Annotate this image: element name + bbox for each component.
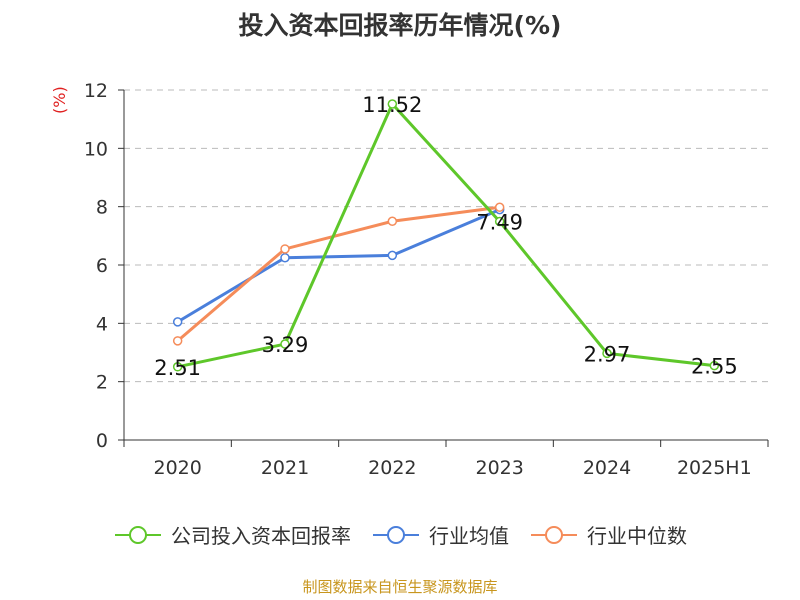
- series-line-industry-median: [176, 205, 500, 342]
- legend-item-industry-median[interactable]: 行业中位数: [529, 520, 687, 549]
- data-point-industry-avg: [172, 317, 183, 327]
- data-point-industry-median: [280, 244, 290, 254]
- y-tick-label: 10: [84, 138, 108, 160]
- y-tick-label: 4: [96, 313, 108, 335]
- data-label: 7.49: [476, 211, 523, 235]
- data-point-industry-avg: [387, 250, 398, 261]
- legend-swatch-industry-median: [531, 525, 577, 544]
- series-line-industry-avg: [176, 208, 501, 324]
- legend-item-industry-avg[interactable]: 行业均值: [371, 520, 509, 549]
- series-line-company: [177, 101, 715, 369]
- data-label: 2.97: [584, 342, 631, 366]
- legend-label-company: 公司投入资本回报率: [171, 524, 351, 548]
- legend-item-company[interactable]: 公司投入资本回报率: [113, 520, 351, 549]
- data-point-company: [602, 348, 612, 359]
- data-label: 11.52: [362, 93, 422, 117]
- x-tick-label: 2024: [583, 457, 631, 479]
- x-tick-label: 2020: [153, 457, 201, 479]
- data-point-industry-median: [494, 202, 505, 212]
- legend-label-industry-avg: 行业均值: [429, 524, 509, 548]
- y-tick-label: 6: [96, 255, 108, 277]
- data-point-company: [709, 360, 720, 371]
- chart-title: 投入资本回报率历年情况(%): [238, 11, 562, 40]
- data-label: 3.29: [262, 333, 309, 357]
- x-tick-label: 2021: [261, 457, 309, 479]
- data-point-company: [494, 216, 505, 227]
- data-point-company: [172, 362, 183, 372]
- data-source-note: 制图数据来自恒生聚源数据库: [302, 578, 498, 596]
- legend-label-industry-median: 行业中位数: [587, 524, 687, 548]
- x-tick-label: 2023: [475, 457, 523, 479]
- data-point-industry-avg: [280, 252, 290, 263]
- x-tick-label: 2022: [368, 457, 416, 479]
- data-label: 2.55: [691, 355, 738, 379]
- y-tick-label: 12: [84, 80, 108, 102]
- legend-swatch-industry-avg: [373, 525, 419, 544]
- data-point-industry-median: [387, 216, 398, 226]
- legend: 公司投入资本回报率 行业均值 行业中位数: [0, 520, 800, 549]
- data-point-company: [280, 339, 290, 349]
- legend-swatch-company: [115, 525, 161, 544]
- data-point-industry-median: [172, 336, 183, 346]
- y-tick-label: 2: [96, 372, 108, 394]
- data-point-company: [387, 99, 398, 109]
- data-label: 2.51: [154, 356, 201, 380]
- y-tick-label: 8: [96, 197, 108, 219]
- x-tick-label: 2025H1: [677, 457, 752, 479]
- y-tick-label: 0: [96, 430, 108, 452]
